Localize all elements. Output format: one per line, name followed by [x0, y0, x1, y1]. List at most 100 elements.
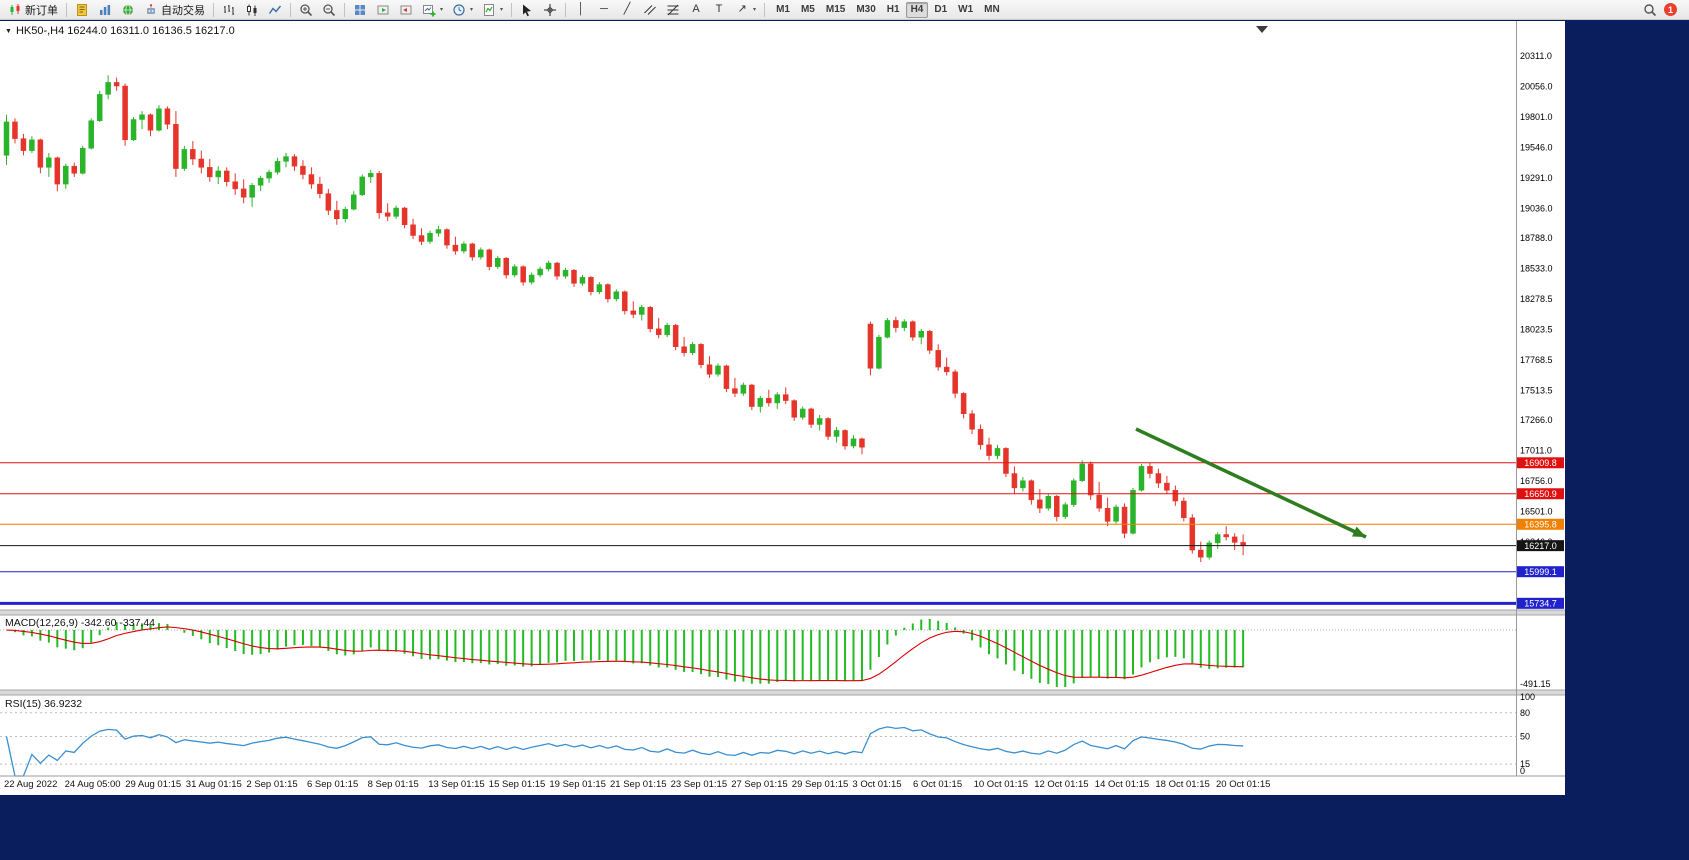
clock-icon: [452, 3, 466, 17]
trendline-tool-button[interactable]: ╱: [616, 1, 638, 18]
candle: [588, 276, 594, 296]
candle: [1011, 466, 1018, 494]
vertical-line-tool-button[interactable]: │: [570, 1, 592, 18]
rsi-scale-label: 0: [1520, 766, 1525, 776]
candle: [859, 437, 865, 455]
cursor-button[interactable]: [516, 1, 538, 18]
notification-badge[interactable]: 1: [1664, 3, 1677, 16]
timeframe-button-h4[interactable]: H4: [905, 1, 929, 18]
line-chart-button[interactable]: [264, 1, 286, 18]
candle: [1231, 533, 1238, 551]
candle: [88, 118, 94, 150]
horizontal-line-tool-button[interactable]: ─: [593, 1, 615, 18]
price-scale[interactable]: [1517, 21, 1566, 776]
panel-divider[interactable]: [0, 610, 1565, 615]
date-label: 29 Sep 01:15: [791, 779, 849, 790]
price-axis-label: 18533.0: [1520, 264, 1553, 274]
text-icon: A: [692, 2, 700, 15]
text-label-tool-button[interactable]: T: [708, 1, 730, 18]
rsi-scale-label: 80: [1520, 708, 1530, 718]
toolbar-separator: [213, 2, 214, 17]
candle: [833, 426, 840, 443]
timeframe-button-m1[interactable]: M1: [771, 2, 795, 18]
timeframe-button-m30[interactable]: M30: [851, 2, 880, 18]
economic-calendar-button[interactable]: [117, 1, 139, 18]
price-axis-label: 19801.0: [1520, 112, 1553, 122]
chart-shift-button[interactable]: [395, 1, 417, 18]
candle: [977, 424, 984, 450]
candle: [605, 283, 611, 303]
candle: [3, 114, 10, 165]
time-scale[interactable]: 22 Aug 2022 24 Aug 05:00 29 Aug 01:15 31 Au…: [0, 777, 1565, 795]
timeframe-button-m15[interactable]: M15: [821, 2, 850, 18]
candle: [943, 357, 950, 376]
autotrade-label: 自动交易: [161, 4, 205, 17]
one-click-trading-toggle[interactable]: ▼: [5, 27, 12, 35]
candle: [266, 169, 272, 183]
zoom-out-button[interactable]: [318, 1, 340, 18]
candlestick-chart-button[interactable]: [241, 1, 263, 18]
periods-clock-button[interactable]: ▾: [448, 1, 477, 18]
candle: [478, 247, 484, 260]
chart-shift-marker[interactable]: [1256, 26, 1268, 33]
candle: [71, 162, 78, 177]
rsi-line: [5, 726, 1244, 777]
cursor-icon: [520, 3, 534, 17]
rsi-scale-label: 15: [1520, 759, 1530, 769]
zoom-in-button[interactable]: [295, 1, 317, 18]
macd-histogram: [13, 619, 1245, 687]
candle: [105, 75, 111, 100]
tile-windows-button[interactable]: [349, 1, 371, 18]
candle: [715, 363, 721, 377]
trend-arrow[interactable]: [1135, 427, 1367, 539]
metaeditor-button[interactable]: [71, 1, 93, 18]
indicators-button[interactable]: ▾: [478, 1, 507, 18]
auto-scroll-button[interactable]: [372, 1, 394, 18]
market-watch-button[interactable]: [94, 1, 116, 18]
new-order-icon: [8, 3, 22, 17]
fibonacci-tool-button[interactable]: [662, 1, 684, 18]
candle: [749, 383, 755, 411]
price-axis-label: 18278.5: [1520, 294, 1553, 304]
date-label: 6 Oct 01:15: [913, 779, 963, 790]
timeframe-button-m5[interactable]: M5: [796, 2, 820, 18]
toolbar-separator: [66, 2, 67, 17]
new-chart-button[interactable]: ▾: [418, 1, 447, 18]
channel-tool-button[interactable]: [639, 1, 661, 18]
timeframe-button-w1[interactable]: W1: [953, 2, 978, 18]
search-button[interactable]: [1639, 1, 1661, 18]
timeframe-button-mn[interactable]: MN: [979, 2, 1005, 18]
toolbar-separator: [764, 2, 766, 17]
arrow-object-icon: ↗: [737, 2, 747, 15]
candle: [452, 236, 459, 255]
ohlc-text: HK50-,H4 16244.0 16311.0 16136.5 16217.0: [15, 25, 235, 37]
timeframe-button-d1[interactable]: D1: [929, 2, 952, 18]
date-label: 21 Sep 01:15: [610, 779, 667, 790]
candle: [291, 154, 298, 171]
chart-window: -491.15 100 80 50 150 20311.0 20056.0 19801.0 19…: [0, 21, 1565, 795]
price-axis-label: 19036.0: [1520, 203, 1553, 213]
text-tool-button[interactable]: A: [685, 1, 707, 18]
timeframe-button-h1[interactable]: H1: [882, 2, 905, 18]
price-axis-label: 19291.0: [1520, 173, 1553, 183]
crosshair-button[interactable]: [539, 1, 561, 18]
arrow-objects-button[interactable]: ↗ ▾: [731, 1, 760, 18]
new-order-button[interactable]: 新订单: [4, 1, 62, 18]
candle: [503, 257, 509, 279]
candle: [562, 267, 569, 279]
price-tag-label: 15999.1: [1524, 567, 1557, 577]
price-chart-canvas[interactable]: -491.15 100 80 50 150 20311.0 20056.0 19801.0 19…: [0, 21, 1565, 795]
crosshair-icon: [543, 3, 557, 17]
candle: [639, 304, 645, 321]
candle: [427, 230, 433, 244]
autotrade-button[interactable]: 自动交易: [140, 1, 209, 18]
candle: [334, 200, 340, 225]
panel-divider[interactable]: [0, 690, 1565, 695]
bar-chart-button[interactable]: [218, 1, 240, 18]
candle: [257, 175, 264, 192]
trendline-icon: ╱: [623, 2, 631, 15]
candle: [893, 316, 899, 333]
candle: [1198, 541, 1204, 563]
rsi-scale-label: 100: [1520, 692, 1535, 702]
candle: [630, 301, 637, 319]
